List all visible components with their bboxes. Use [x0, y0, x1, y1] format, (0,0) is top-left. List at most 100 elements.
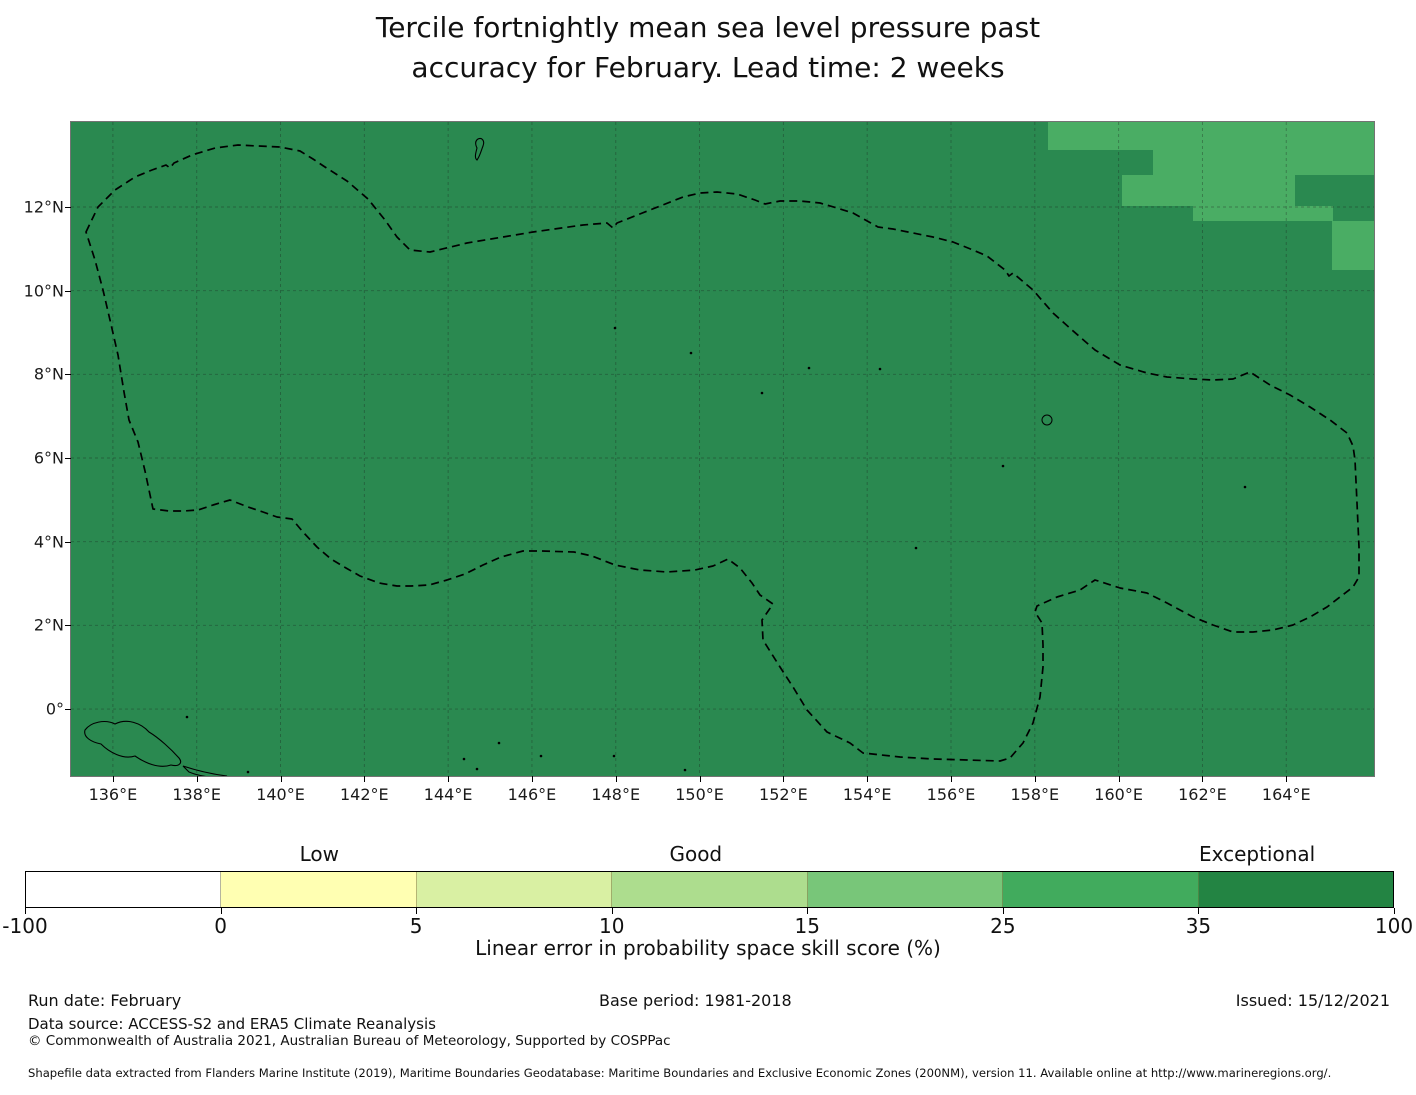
colorbar-category-label: Good	[669, 842, 723, 866]
y-tick-label: 4°N	[33, 532, 64, 552]
colorbar-tick-mark	[1198, 908, 1200, 914]
islet-speck	[914, 546, 918, 550]
x-tick-mark	[196, 776, 198, 782]
skill-bin-patch	[1048, 122, 1374, 150]
colorbar-tick-label: 25	[990, 914, 1016, 938]
island-coastline	[84, 720, 182, 767]
islet-speck	[497, 741, 501, 745]
islet-speck	[475, 767, 479, 771]
islet-speck	[246, 770, 250, 774]
islet-speck	[539, 754, 543, 758]
colorbar-tick-label: 15	[794, 914, 821, 938]
x-tick-mark	[280, 776, 282, 782]
colorbar-tick-mark	[807, 908, 809, 914]
colorbar-tick-mark	[416, 908, 418, 914]
colorbar	[25, 871, 1394, 908]
skill-bin-patch	[1193, 206, 1333, 221]
colorbar-segment	[1198, 872, 1393, 907]
skill-bin-patch	[1122, 175, 1295, 206]
colorbar-segment	[221, 872, 417, 907]
y-tick-label: 8°N	[33, 364, 64, 384]
colorbar-tick-mark	[1002, 908, 1004, 914]
y-tick-mark	[65, 625, 71, 627]
colorbar-tick-label: 0	[214, 914, 227, 938]
x-tick-label: 142°E	[340, 785, 389, 804]
x-tick-label: 148°E	[591, 785, 641, 804]
colorbar-tick-label: 5	[409, 914, 423, 938]
y-tick-label: 12°N	[23, 197, 64, 217]
page-title-line2: accuracy for February. Lead time: 2 week…	[411, 51, 1005, 84]
colorbar-tick-label: 100	[1374, 914, 1414, 938]
colorbar-segment	[416, 872, 613, 907]
skill-score-map-canvas	[71, 122, 1374, 776]
page-title: Tercile fortnightly mean sea level press…	[0, 8, 1416, 88]
islet-speck	[683, 768, 687, 772]
island-coastline	[474, 137, 485, 161]
footer-issued-date: Issued: 15/12/2021	[1235, 991, 1390, 1010]
colorbar-tick-label: -100	[2, 914, 48, 938]
x-tick-mark	[448, 776, 450, 782]
footer-shapefile-note: Shapefile data extracted from Flanders M…	[28, 1066, 1332, 1080]
skill-bin-patch	[1153, 150, 1374, 175]
x-tick-label: 164°E	[1261, 785, 1311, 804]
y-tick-mark	[65, 374, 71, 376]
islet-speck	[689, 351, 693, 355]
y-tick-label: 2°N	[33, 615, 64, 635]
page-title-line1: Tercile fortnightly mean sea level press…	[375, 11, 1041, 44]
islet-speck	[1001, 464, 1005, 468]
island-coastline	[182, 765, 228, 776]
y-tick-mark	[65, 709, 71, 711]
y-tick-label: 10°N	[23, 281, 64, 301]
colorbar-axis-label: Linear error in probability space skill …	[475, 936, 941, 960]
x-tick-label: 154°E	[842, 785, 892, 804]
x-tick-mark	[1202, 776, 1204, 782]
x-tick-label: 152°E	[759, 785, 808, 804]
footer-data-source: Data source: ACCESS-S2 and ERA5 Climate …	[28, 1015, 436, 1033]
colorbar-tick-label: 10	[598, 914, 625, 938]
colorbar-segment	[807, 872, 1004, 907]
colorbar-tick-mark	[1394, 908, 1395, 914]
x-tick-mark	[867, 776, 869, 782]
y-tick-mark	[65, 458, 71, 459]
x-tick-mark	[1118, 776, 1120, 782]
colorbar-tick-mark	[25, 908, 26, 914]
x-tick-label: 136°E	[88, 785, 138, 804]
colorbar-segment	[612, 872, 808, 907]
y-tick-mark	[65, 207, 71, 208]
islet-speck	[1243, 485, 1247, 489]
colorbar-tick-label: 35	[1185, 914, 1212, 938]
footer-base-period: Base period: 1981-2018	[599, 991, 792, 1010]
islet-speck	[462, 757, 466, 761]
x-tick-mark	[951, 776, 952, 782]
skill-bin-patch	[1332, 221, 1374, 270]
x-tick-label: 156°E	[926, 785, 976, 804]
x-tick-mark	[364, 776, 366, 782]
footer-copyright: © Commonwealth of Australia 2021, Austra…	[28, 1033, 671, 1049]
atoll-outline	[1041, 414, 1053, 426]
x-tick-label: 140°E	[256, 785, 305, 804]
x-tick-label: 160°E	[1094, 785, 1143, 804]
x-tick-mark	[1286, 776, 1288, 782]
x-tick-label: 146°E	[507, 785, 557, 804]
x-tick-mark	[615, 776, 617, 782]
x-tick-mark	[699, 776, 701, 782]
islet-speck	[807, 366, 811, 370]
map-figure	[70, 121, 1375, 777]
islet-speck	[878, 367, 882, 371]
islet-speck	[612, 754, 616, 758]
colorbar-segment	[26, 872, 222, 907]
y-tick-mark	[65, 541, 71, 543]
y-tick-mark	[65, 290, 71, 292]
ocean-fill	[71, 122, 1374, 776]
footer-run-date: Run date: February	[28, 991, 182, 1010]
colorbar-category-label: Exceptional	[1198, 842, 1316, 866]
islet-speck	[760, 391, 764, 395]
islet-speck	[613, 326, 617, 330]
eez-boundary	[85, 144, 1360, 762]
x-tick-label: 144°E	[423, 785, 473, 804]
x-tick-label: 138°E	[172, 785, 222, 804]
colorbar-tick-mark	[220, 908, 222, 914]
x-tick-mark	[783, 776, 785, 782]
colorbar-tick-mark	[611, 908, 613, 914]
y-tick-label: 6°N	[33, 448, 64, 468]
